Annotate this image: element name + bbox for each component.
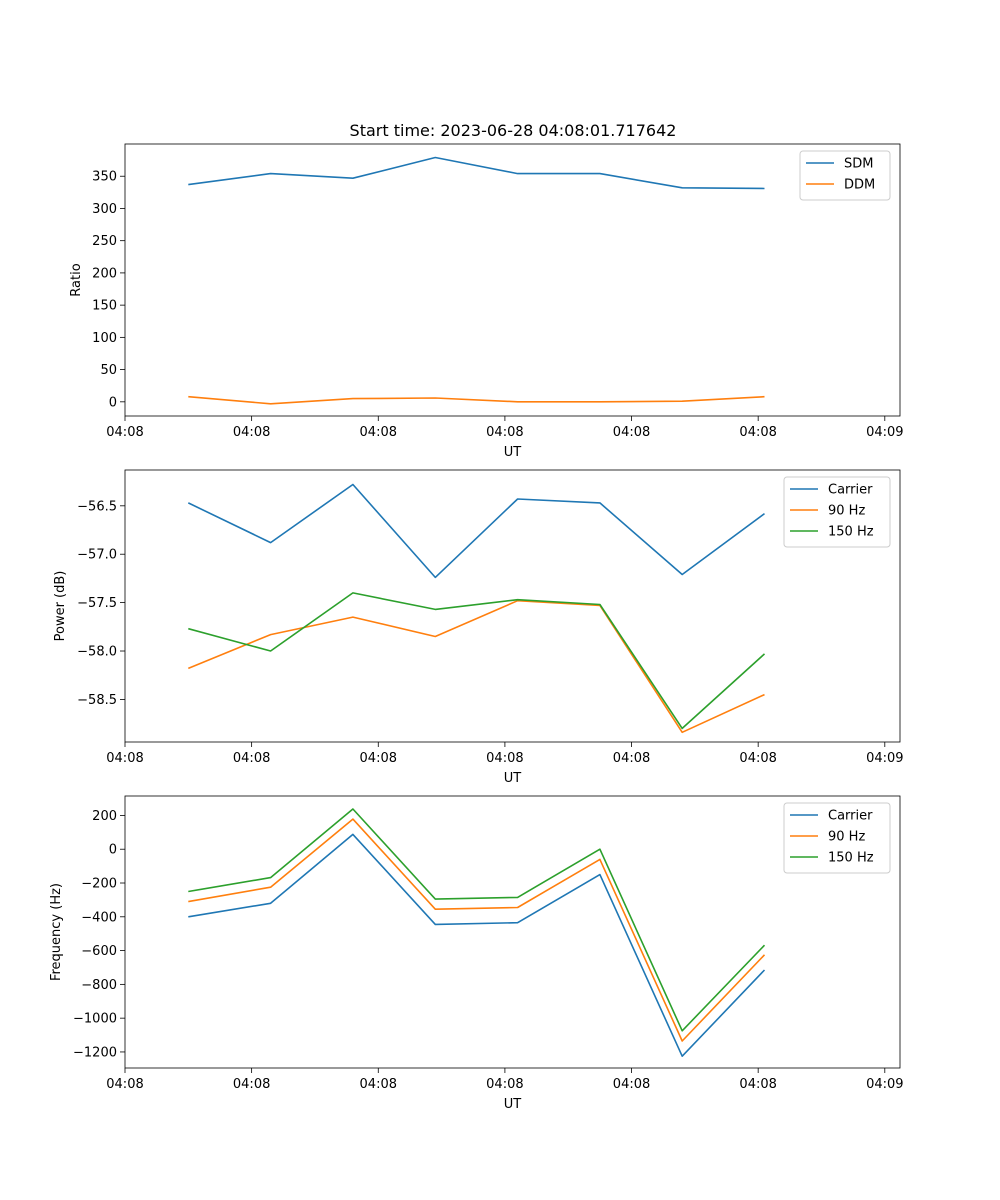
ratio-panel: 04:08 04:08 04:08 04:08 04:08 04:08 04:09 0 50 10… xyxy=(69,143,904,460)
frequency-y-tick-label: 200 xyxy=(92,809,117,824)
ratio-x-tick-label: 04:08 xyxy=(106,425,143,440)
ratio-legend-label: SDM xyxy=(844,157,873,172)
power-series-150-hz xyxy=(188,592,766,730)
frequency-y-tick-label: −200 xyxy=(81,877,117,892)
ratio-y-tick-label: 150 xyxy=(92,299,117,314)
frequency-legend-label: 90 Hz xyxy=(828,830,865,845)
frequency-x-tick-label: 04:08 xyxy=(233,1077,270,1092)
power-y-tick-label: −58.5 xyxy=(77,693,117,708)
ratio-y-tick-label: 0 xyxy=(109,395,117,410)
frequency-plot-frame xyxy=(124,795,901,1069)
frequency-y-tick-label: −600 xyxy=(81,944,117,959)
power-series-carrier xyxy=(187,483,765,579)
ratio-x-tick-label: 04:08 xyxy=(233,425,270,440)
power-x-axis-label: UT xyxy=(504,771,522,786)
power-y-tick-label: −58.0 xyxy=(77,645,117,660)
ratio-x-tick-label: 04:08 xyxy=(486,425,523,440)
frequency-legend-label: 150 Hz xyxy=(828,851,874,866)
power-y-tick-label: −57.5 xyxy=(77,596,117,611)
frequency-x-axis-label: UT xyxy=(504,1097,522,1112)
ratio-y-tick-label: 50 xyxy=(100,363,117,378)
frequency-y-tick-label: −1000 xyxy=(73,1012,117,1027)
power-series-90-hz xyxy=(187,599,765,734)
ratio-x-tick-label: 04:08 xyxy=(360,425,397,440)
frequency-x-tick-label: 04:08 xyxy=(360,1077,397,1092)
power-x-tick-label: 04:08 xyxy=(106,751,143,766)
ratio-y-tick-label: 100 xyxy=(92,331,117,346)
power-legend-label: 150 Hz xyxy=(828,525,874,540)
ratio-plot-frame xyxy=(124,143,901,417)
ratio-x-tick-label: 04:09 xyxy=(866,425,903,440)
frequency-y-tick-label: −400 xyxy=(81,910,117,925)
power-panel: 04:08 04:08 04:08 04:08 04:08 04:08 04:09 −58.5… xyxy=(53,469,904,786)
power-legend-label: 90 Hz xyxy=(828,504,865,519)
ratio-y-tick-label: 350 xyxy=(92,170,117,185)
ratio-y-tick-label: 200 xyxy=(92,266,117,281)
power-y-tick-label: −57.0 xyxy=(77,548,117,563)
ratio-legend: SDM DDM xyxy=(799,150,891,201)
frequency-series-carrier xyxy=(188,833,766,1057)
chart-panels: 04:08 04:08 04:08 04:08 04:08 04:08 04:09 0 50 10… xyxy=(49,143,904,1112)
frequency-series-150-hz xyxy=(188,808,766,1032)
figure-title: Start time: 2023-06-28 04:08:01.717642 xyxy=(350,121,677,140)
power-plot-frame xyxy=(124,469,901,743)
ratio-x-tick-label: 04:08 xyxy=(739,425,776,440)
ratio-y-tick-label: 250 xyxy=(92,234,117,249)
power-x-tick-label: 04:08 xyxy=(486,751,523,766)
ratio-legend-label: DDM xyxy=(844,178,875,193)
ratio-x-tick-label: 04:08 xyxy=(613,425,650,440)
frequency-y-axis-label: Frequency (Hz) xyxy=(49,883,64,981)
power-x-tick-label: 04:08 xyxy=(233,751,270,766)
frequency-x-tick-label: 04:08 xyxy=(486,1077,523,1092)
frequency-x-tick-label: 04:08 xyxy=(106,1077,143,1092)
frequency-x-tick-label: 04:08 xyxy=(613,1077,650,1092)
frequency-legend: Carrier 90 Hz 150 Hz xyxy=(783,802,891,874)
power-legend: Carrier 90 Hz 150 Hz xyxy=(783,476,891,548)
frequency-x-tick-label: 04:08 xyxy=(739,1077,776,1092)
power-y-axis-label: Power (dB) xyxy=(53,571,68,642)
ratio-series-sdm xyxy=(188,156,765,190)
frequency-y-tick-label: −800 xyxy=(81,978,117,993)
power-x-tick-label: 04:08 xyxy=(360,751,397,766)
frequency-legend-label: Carrier xyxy=(828,809,873,824)
power-legend-box xyxy=(783,476,891,548)
power-x-tick-label: 04:08 xyxy=(613,751,650,766)
frequency-x-tick-label: 04:09 xyxy=(866,1077,903,1092)
frequency-legend-box xyxy=(783,802,891,874)
power-y-tick-label: −56.5 xyxy=(77,499,117,514)
frequency-panel: 04:08 04:08 04:08 04:08 04:08 04:08 04:09 −1200… xyxy=(49,795,904,1112)
frequency-y-tick-label: −1200 xyxy=(73,1045,117,1060)
power-x-tick-label: 04:09 xyxy=(866,751,903,766)
ratio-x-axis-label: UT xyxy=(504,445,522,460)
ratio-series-ddm xyxy=(188,395,765,405)
power-x-tick-label: 04:08 xyxy=(739,751,776,766)
ratio-y-tick-label: 300 xyxy=(92,202,117,217)
power-legend-label: Carrier xyxy=(828,483,873,498)
ratio-y-axis-label: Ratio xyxy=(69,263,84,296)
frequency-y-tick-label: 0 xyxy=(109,843,117,858)
frequency-series-90-hz xyxy=(188,818,766,1042)
